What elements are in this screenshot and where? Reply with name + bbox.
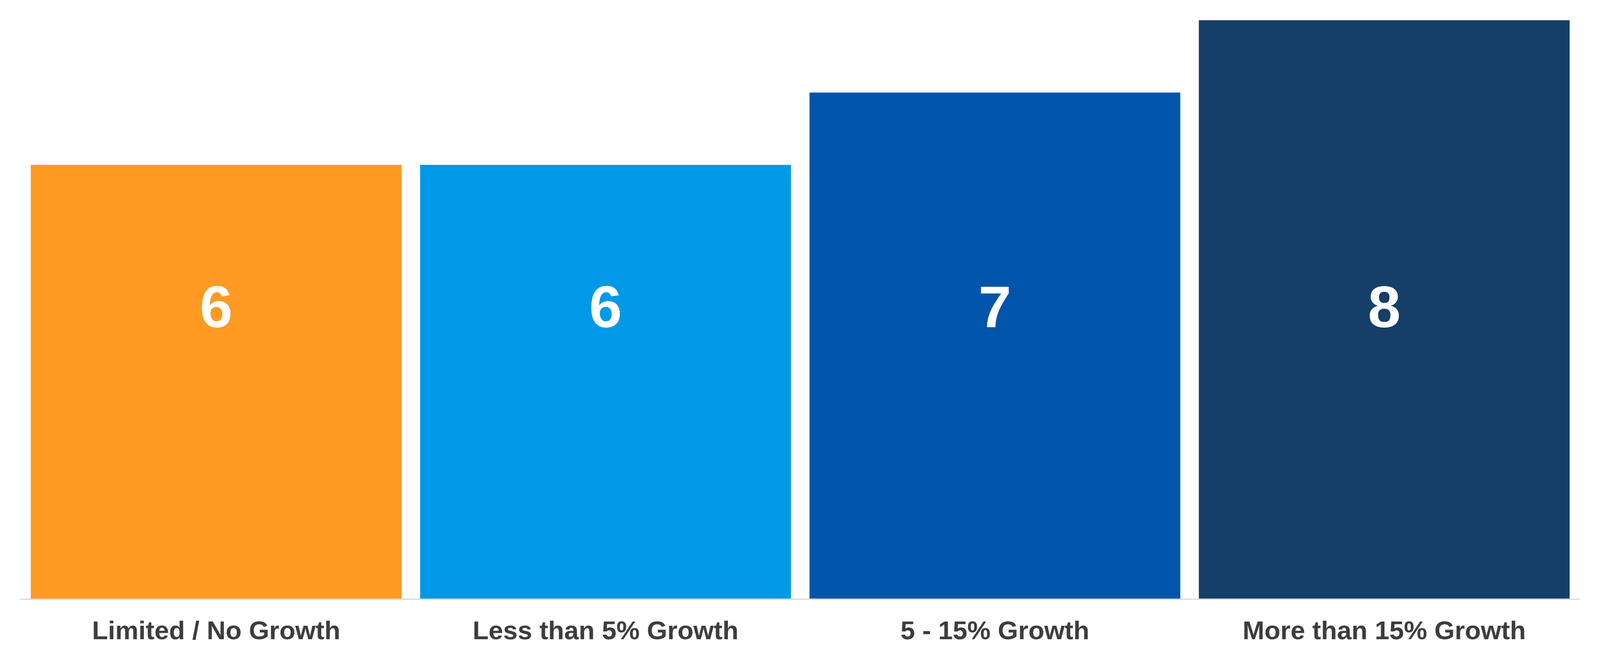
bar [30, 164, 402, 599]
category-label: 5 - 15% Growth [900, 615, 1090, 645]
category-label: More than 15% Growth [1242, 615, 1527, 645]
data-label: 7 [978, 273, 1012, 340]
category-label: Limited / No Growth [91, 615, 341, 645]
bar [420, 164, 791, 599]
data-label: 8 [1367, 273, 1401, 340]
labels: 6 Limited / No Growth 6 Less than 5% Growth… [91, 273, 1526, 645]
data-label: 6 [589, 273, 623, 340]
bars [30, 20, 1570, 599]
chart: 6 Limited / No Growth 6 Less than 5% Growth… [0, 0, 1600, 662]
bar [809, 92, 1181, 600]
category-label: Less than 5% Growth [472, 615, 739, 645]
data-label: 6 [199, 273, 233, 340]
baseline [20, 598, 1580, 601]
bar [1198, 20, 1570, 599]
